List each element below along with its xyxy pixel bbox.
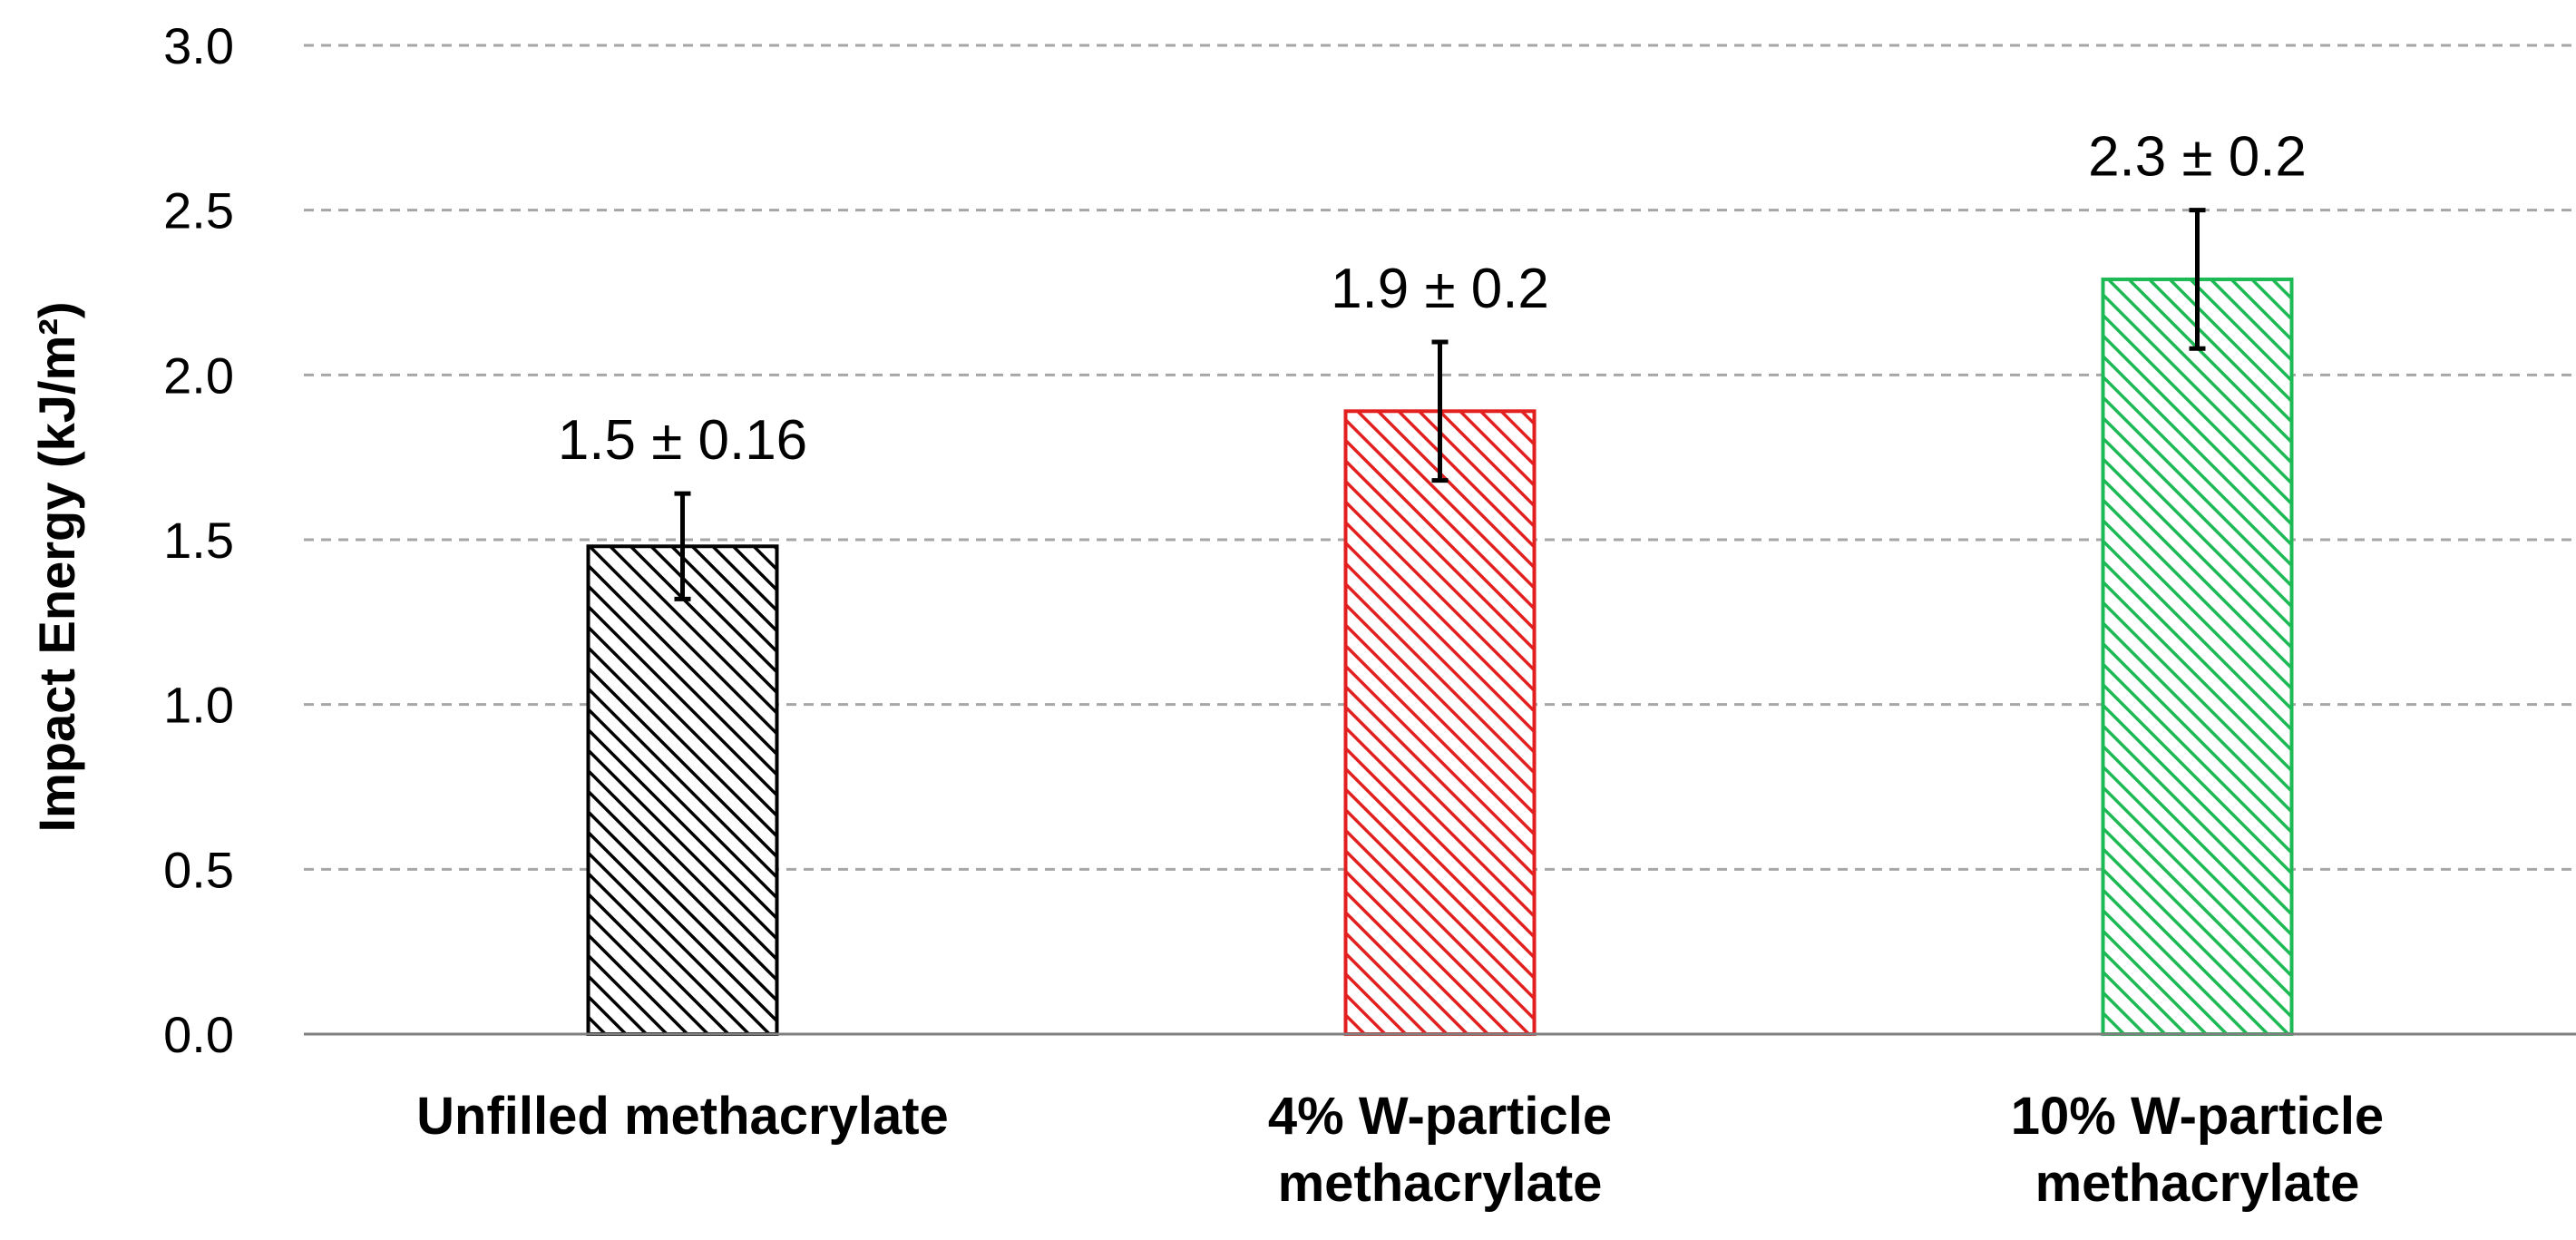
y-tick-label: 3.0 xyxy=(163,17,234,74)
error-bar xyxy=(2189,208,2206,351)
y-tick-label: 1.0 xyxy=(163,677,234,734)
x-category-label: 4% W-particle xyxy=(1268,1087,1612,1146)
x-category-label: 10% W-particle xyxy=(2011,1087,2384,1146)
x-category-label: methacrylate xyxy=(2035,1154,2360,1213)
x-category-label: Unfilled methacrylate xyxy=(416,1087,949,1146)
bar xyxy=(586,544,779,1036)
error-bar xyxy=(674,491,691,601)
error-bar xyxy=(1431,339,1449,483)
bar xyxy=(2101,277,2294,1036)
y-tick-label: 1.5 xyxy=(163,512,234,569)
bar xyxy=(1343,409,1537,1036)
labels: Impact Energy (kJ/m²) 1.5 ± 0.16 Unfilled … xyxy=(28,126,2384,1213)
y-tick-label: 2.0 xyxy=(163,347,234,404)
data-label: 2.3 ± 0.2 xyxy=(2088,126,2307,189)
y-tick-label: 0.5 xyxy=(163,841,234,898)
x-category-label: methacrylate xyxy=(1278,1154,1603,1213)
data-label: 1.9 ± 0.2 xyxy=(1331,258,1549,320)
axes: 0.0 0.5 1.0 1.5 2.0 2.5 3.0 xyxy=(163,17,2576,1063)
data-label: 1.5 ± 0.16 xyxy=(558,409,807,472)
y-tick-label: 2.5 xyxy=(163,182,234,239)
bars xyxy=(586,208,2294,1036)
y-tick-label: 0.0 xyxy=(163,1006,234,1063)
y-axis-title: Impact Energy (kJ/m²) xyxy=(28,301,85,832)
